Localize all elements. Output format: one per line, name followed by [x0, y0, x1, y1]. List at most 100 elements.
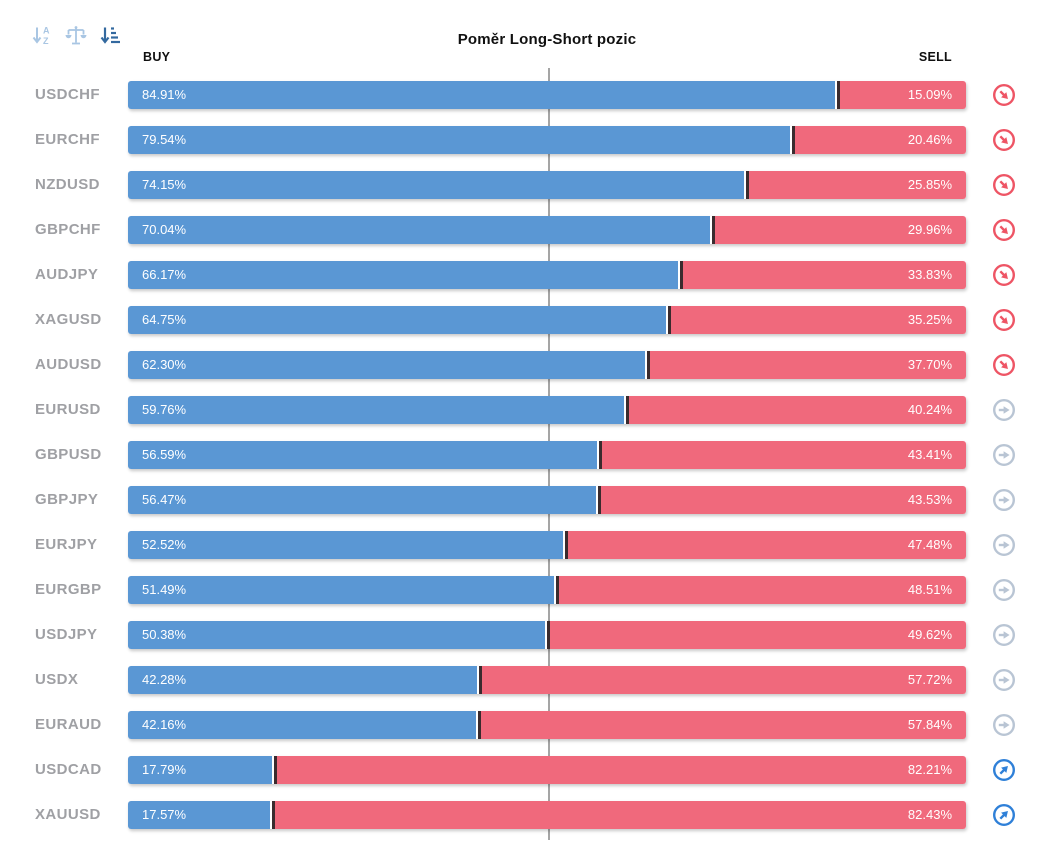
- ratio-bar: 62.30% 37.70%: [128, 350, 966, 379]
- trend-neutral-icon: [992, 443, 1016, 467]
- ratio-bar: 70.04% 29.96%: [128, 215, 966, 244]
- trend-down-icon: [992, 263, 1016, 287]
- trend-neutral-icon: [992, 713, 1016, 737]
- trend-icon-cell: [966, 218, 1041, 242]
- trend-neutral-icon: [992, 533, 1016, 557]
- sell-percent-label: 29.96%: [907, 222, 952, 237]
- pair-label: XAUUSD: [35, 806, 101, 823]
- buy-percent-label: 64.75%: [142, 312, 187, 327]
- sell-percent-label: 47.48%: [907, 537, 952, 552]
- trend-icon-cell: [966, 758, 1041, 782]
- buy-percent-label: 74.15%: [142, 177, 187, 192]
- pair-row: AUDJPY 66.17% 33.83%: [0, 252, 1041, 297]
- ratio-bar: 84.91% 15.09%: [128, 80, 966, 109]
- trend-up-icon: [992, 803, 1016, 827]
- sell-percent-label: 37.70%: [907, 357, 952, 372]
- pair-row: GBPJPY 56.47% 43.53%: [0, 477, 1041, 522]
- ratio-bar: 66.17% 33.83%: [128, 260, 966, 289]
- sell-segment: 43.41%: [602, 440, 966, 469]
- buy-sell-divider: [665, 305, 671, 334]
- pair-label: EURAUD: [35, 716, 102, 733]
- buy-percent-label: 42.28%: [142, 672, 187, 687]
- ratio-bar: 51.49% 48.51%: [128, 575, 966, 604]
- buy-segment: 70.04%: [128, 215, 710, 244]
- sell-segment: 49.62%: [550, 620, 966, 649]
- pair-row: EURUSD 59.76% 40.24%: [0, 387, 1041, 432]
- buy-segment: 52.52%: [128, 530, 564, 559]
- sell-segment: 20.46%: [794, 125, 966, 154]
- pair-label: AUDUSD: [35, 356, 102, 373]
- trend-neutral-icon: [992, 398, 1016, 422]
- pair-label: EURCHF: [35, 131, 100, 148]
- ratio-bar: 17.79% 82.21%: [128, 755, 966, 784]
- column-headers: BUY SELL: [128, 50, 966, 64]
- buy-percent-label: 66.17%: [142, 267, 187, 282]
- sell-column-header: SELL: [918, 50, 952, 64]
- ratio-bar: 42.28% 57.72%: [128, 665, 966, 694]
- pair-label: USDJPY: [35, 626, 98, 643]
- pair-label: GBPCHF: [35, 221, 101, 238]
- svg-text:A: A: [43, 25, 50, 35]
- ratio-chart: USDCHF 84.91% 15.09% EURCHF 79.54% 20.46…: [0, 68, 1041, 840]
- buy-sell-divider: [597, 440, 603, 469]
- sell-percent-label: 15.09%: [907, 87, 952, 102]
- buy-sell-divider: [677, 260, 683, 289]
- buy-sell-divider: [834, 80, 840, 109]
- sell-percent-label: 43.53%: [907, 492, 952, 507]
- chart-title: Poměr Long-Short pozic: [457, 31, 637, 48]
- trend-icon-cell: [966, 83, 1041, 107]
- pair-row: XAGUSD 64.75% 35.25%: [0, 297, 1041, 342]
- sell-segment: 82.21%: [277, 755, 966, 784]
- sell-percent-label: 35.25%: [907, 312, 952, 327]
- sell-percent-label: 20.46%: [907, 132, 952, 147]
- buy-sell-divider: [789, 125, 795, 154]
- pair-label: EURUSD: [35, 401, 101, 418]
- trend-icon-cell: [966, 443, 1041, 467]
- sell-percent-label: 82.43%: [907, 807, 952, 822]
- pair-label: GBPUSD: [35, 446, 102, 463]
- sell-segment: 25.85%: [749, 170, 966, 199]
- buy-sell-divider: [645, 350, 651, 379]
- pair-row: USDCAD 17.79% 82.21%: [0, 747, 1041, 792]
- pair-label: EURJPY: [35, 536, 98, 553]
- buy-segment: 84.91%: [128, 80, 835, 109]
- buy-sell-divider: [545, 620, 551, 649]
- trend-icon-cell: [966, 488, 1041, 512]
- buy-percent-label: 70.04%: [142, 222, 187, 237]
- balance-scale-icon[interactable]: [63, 22, 88, 47]
- sell-percent-label: 49.62%: [907, 627, 952, 642]
- trend-down-icon: [992, 128, 1016, 152]
- buy-segment: 66.17%: [128, 260, 678, 289]
- pair-row: EURCHF 79.54% 20.46%: [0, 117, 1041, 162]
- trend-neutral-icon: [992, 668, 1016, 692]
- trend-neutral-icon: [992, 623, 1016, 647]
- pair-row: AUDUSD 62.30% 37.70%: [0, 342, 1041, 387]
- buy-sell-divider: [476, 710, 482, 739]
- pair-label: USDX: [35, 671, 79, 688]
- pair-label: EURGBP: [35, 581, 102, 598]
- trend-down-icon: [992, 308, 1016, 332]
- sell-segment: 82.43%: [275, 800, 966, 829]
- trend-icon-cell: [966, 803, 1041, 827]
- sort-alphabetical-icon[interactable]: A Z: [29, 22, 54, 47]
- buy-sell-divider: [270, 800, 276, 829]
- trend-icon-cell: [966, 668, 1041, 692]
- sort-toolbar: A Z: [29, 22, 122, 47]
- buy-sell-divider: [477, 665, 483, 694]
- buy-sell-divider: [596, 485, 602, 514]
- sort-amount-icon[interactable]: [97, 22, 122, 47]
- sell-percent-label: 43.41%: [907, 447, 952, 462]
- sell-percent-label: 57.72%: [907, 672, 952, 687]
- sell-segment: 43.53%: [601, 485, 966, 514]
- sell-segment: 15.09%: [839, 80, 966, 109]
- trend-neutral-icon: [992, 578, 1016, 602]
- buy-segment: 56.47%: [128, 485, 597, 514]
- pair-row: XAUUSD 17.57% 82.43%: [0, 792, 1041, 837]
- pair-row: GBPUSD 56.59% 43.41%: [0, 432, 1041, 477]
- trend-neutral-icon: [992, 488, 1016, 512]
- buy-segment: 56.59%: [128, 440, 598, 469]
- sell-percent-label: 57.84%: [907, 717, 952, 732]
- buy-percent-label: 56.59%: [142, 447, 187, 462]
- trend-icon-cell: [966, 533, 1041, 557]
- buy-percent-label: 17.79%: [142, 762, 187, 777]
